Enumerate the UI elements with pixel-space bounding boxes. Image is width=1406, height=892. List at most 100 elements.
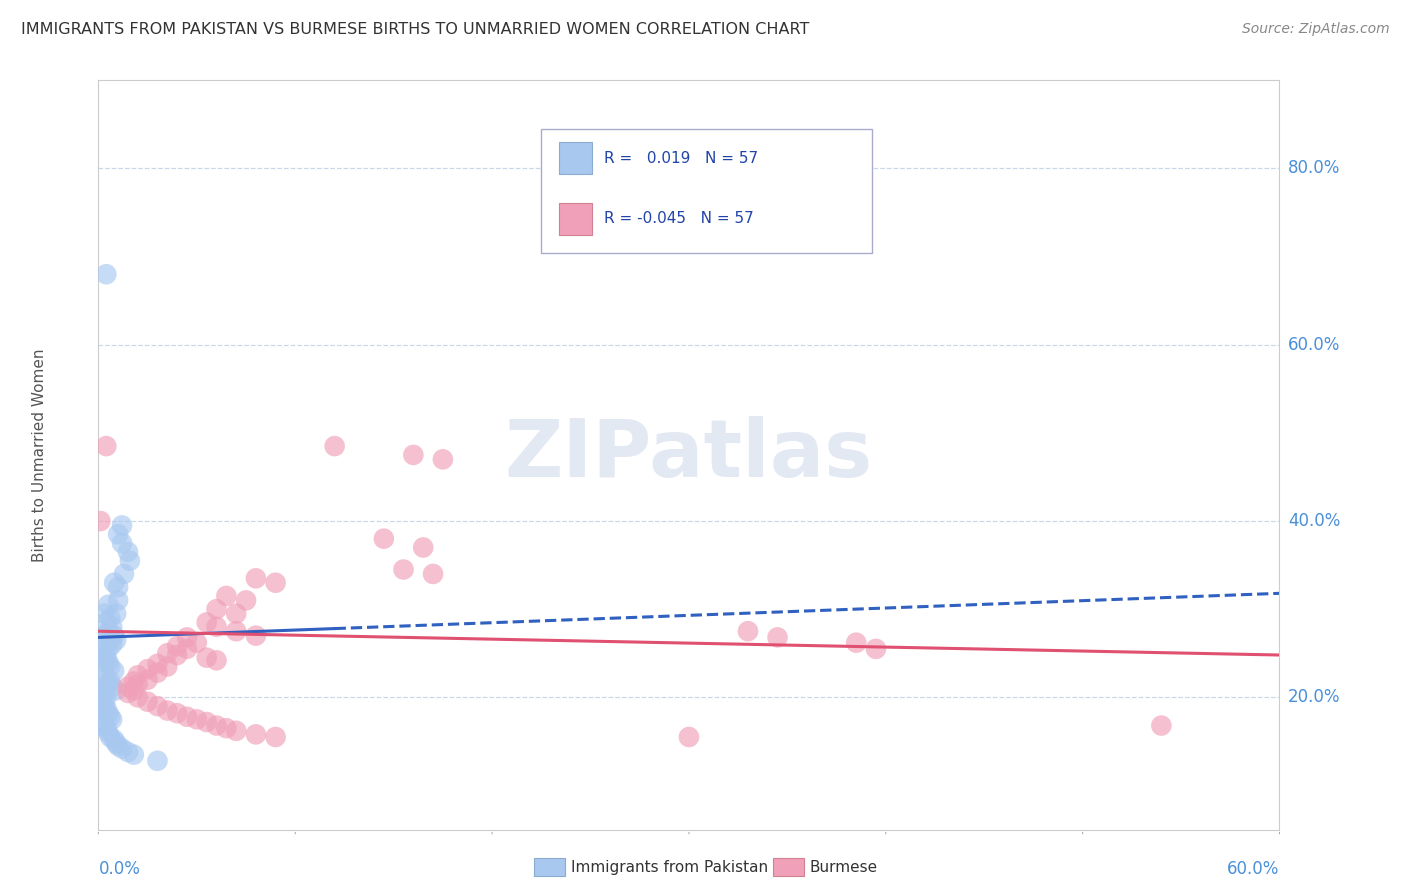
Point	[245, 727, 267, 741]
Point	[146, 699, 169, 714]
Point	[122, 747, 145, 762]
Text: Births to Unmarried Women: Births to Unmarried Women	[32, 348, 46, 562]
Text: 40.0%: 40.0%	[1288, 512, 1340, 530]
Point	[96, 690, 118, 705]
Point	[91, 681, 114, 696]
Point	[96, 673, 118, 687]
Point	[122, 683, 145, 698]
Point	[865, 641, 887, 656]
Point	[245, 629, 267, 643]
Text: Burmese: Burmese	[810, 860, 877, 874]
Point	[107, 580, 129, 594]
Point	[146, 665, 169, 680]
Point	[105, 607, 128, 621]
Point	[205, 718, 228, 732]
Point	[205, 602, 228, 616]
Point	[93, 665, 115, 680]
Bar	[560, 143, 592, 174]
Point	[136, 673, 159, 687]
Point	[166, 639, 188, 653]
Point	[118, 554, 141, 568]
Point	[156, 646, 179, 660]
Point	[107, 527, 129, 541]
Point	[176, 710, 198, 724]
Text: 60.0%: 60.0%	[1227, 860, 1279, 878]
Point	[103, 732, 125, 747]
Point	[96, 701, 118, 715]
Point	[186, 712, 208, 726]
Point	[127, 668, 149, 682]
Point	[107, 593, 129, 607]
Point	[103, 575, 125, 590]
Point	[98, 710, 121, 724]
Point	[136, 695, 159, 709]
Point	[91, 695, 114, 709]
Point	[97, 655, 120, 669]
Point	[93, 655, 115, 669]
Point	[96, 650, 118, 665]
Bar	[560, 203, 592, 235]
Point	[111, 518, 134, 533]
Point	[127, 690, 149, 705]
Point	[98, 730, 121, 744]
Point	[186, 635, 208, 649]
Point	[101, 680, 124, 694]
Point	[96, 439, 118, 453]
Point	[432, 452, 454, 467]
Text: IMMIGRANTS FROM PAKISTAN VS BURMESE BIRTHS TO UNMARRIED WOMEN CORRELATION CHART: IMMIGRANTS FROM PAKISTAN VS BURMESE BIRT…	[21, 22, 810, 37]
Point	[103, 629, 125, 643]
Point	[235, 593, 257, 607]
Point	[97, 641, 120, 656]
Point	[98, 633, 121, 648]
Point	[412, 541, 434, 555]
Point	[101, 620, 124, 634]
Point	[97, 725, 120, 739]
Point	[89, 514, 111, 528]
Point	[101, 712, 124, 726]
Point	[195, 615, 218, 630]
Text: Source: ZipAtlas.com: Source: ZipAtlas.com	[1241, 22, 1389, 37]
Point	[98, 659, 121, 673]
Point	[402, 448, 425, 462]
Point	[264, 575, 287, 590]
Text: R =   0.019   N = 57: R = 0.019 N = 57	[605, 151, 758, 166]
Point	[117, 686, 139, 700]
Point	[96, 267, 118, 281]
Point	[117, 745, 139, 759]
Point	[127, 677, 149, 691]
Point	[93, 607, 115, 621]
Point	[111, 536, 134, 550]
Point	[373, 532, 395, 546]
Point	[166, 706, 188, 721]
Point	[107, 739, 129, 753]
Point	[766, 631, 789, 645]
Point	[225, 607, 247, 621]
Text: 0.0%: 0.0%	[98, 860, 141, 878]
Point	[96, 615, 118, 630]
Point	[156, 659, 179, 673]
Point	[176, 641, 198, 656]
Point	[97, 624, 120, 639]
Point	[91, 646, 114, 660]
Point	[96, 721, 118, 735]
Text: 60.0%: 60.0%	[1288, 335, 1340, 354]
Text: ZIPatlas: ZIPatlas	[505, 416, 873, 494]
Text: R = -0.045   N = 57: R = -0.045 N = 57	[605, 211, 754, 227]
FancyBboxPatch shape	[541, 129, 872, 252]
Point	[225, 624, 247, 639]
Point	[737, 624, 759, 639]
Point	[98, 611, 121, 625]
Point	[195, 650, 218, 665]
Point	[105, 736, 128, 750]
Point	[93, 686, 115, 700]
Point	[845, 635, 868, 649]
Point	[678, 730, 700, 744]
Point	[105, 683, 128, 698]
Point	[93, 699, 115, 714]
Point	[392, 562, 415, 576]
Point	[93, 629, 115, 643]
Point	[264, 730, 287, 744]
Text: 20.0%: 20.0%	[1288, 689, 1340, 706]
Point	[1150, 718, 1173, 732]
Point	[111, 741, 134, 756]
